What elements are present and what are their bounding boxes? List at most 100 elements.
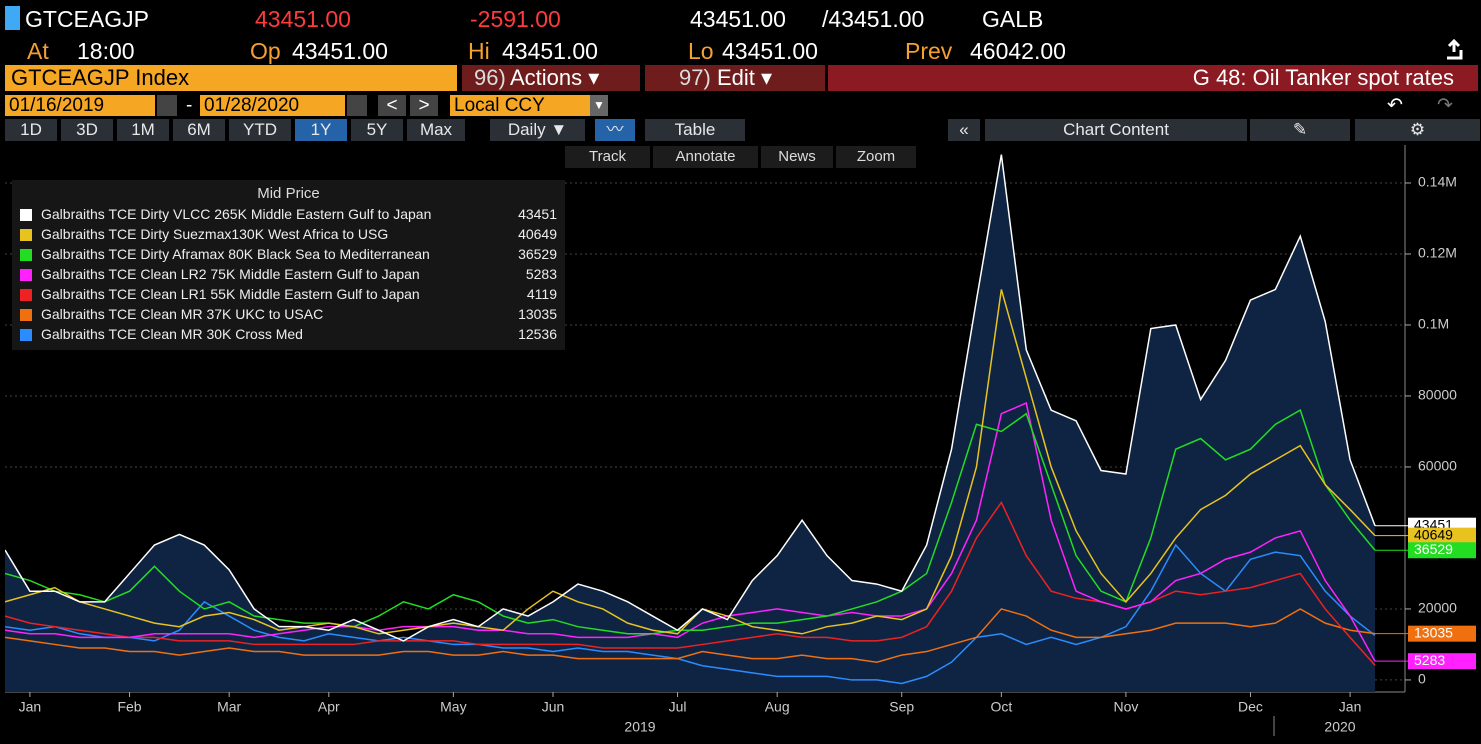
last-price: 43451.00 bbox=[255, 6, 351, 32]
calendar-icon[interactable] bbox=[347, 95, 367, 116]
chart-content[interactable]: Chart Content bbox=[985, 119, 1247, 141]
legend-value: 4119 bbox=[526, 286, 557, 302]
edit-menu[interactable]: 97) Edit ▾ bbox=[645, 65, 825, 91]
range-button[interactable]: 6M bbox=[173, 119, 225, 141]
chart-type[interactable]: 〰 bbox=[595, 119, 635, 141]
legend-label: Galbraiths TCE Clean LR2 75K Middle East… bbox=[41, 266, 420, 282]
value-badge bbox=[1408, 625, 1476, 642]
settings-icon[interactable]: ⚙ bbox=[1355, 119, 1480, 141]
start-date[interactable]: 01/16/2019 bbox=[5, 95, 155, 116]
plot-area bbox=[5, 154, 1405, 692]
end-date[interactable]: 01/28/2020 bbox=[200, 95, 345, 116]
menu-number: 97) bbox=[679, 65, 711, 90]
legend-value: 13035 bbox=[518, 306, 557, 322]
line bbox=[5, 289, 1376, 635]
security-field[interactable]: GTCEAGJP Index bbox=[5, 65, 457, 91]
actions-menu[interactable]: 96) Actions ▾ bbox=[462, 65, 640, 91]
value-badge-label: 13035 bbox=[1414, 624, 1453, 640]
legend-label: Galbraiths TCE Clean MR 37K UKC to USAC bbox=[41, 306, 324, 322]
next-button[interactable]: > bbox=[410, 95, 438, 116]
page-title: G 48: Oil Tanker spot rates bbox=[828, 65, 1478, 91]
value-badge-label: 36529 bbox=[1414, 541, 1453, 557]
y-tick-label: 0 bbox=[1418, 671, 1426, 687]
menu-label: Edit ▾ bbox=[717, 65, 773, 90]
legend-swatch bbox=[20, 269, 32, 281]
ticker-marker bbox=[5, 6, 20, 30]
x-tick-label: Dec bbox=[1238, 699, 1263, 715]
chart-tool[interactable]: News bbox=[761, 146, 833, 168]
chart-tool[interactable]: Zoom bbox=[836, 146, 916, 168]
legend-value: 43451 bbox=[518, 206, 557, 222]
value-badge bbox=[1408, 527, 1476, 544]
bid: 43451.00 bbox=[690, 6, 786, 32]
range-button[interactable]: YTD bbox=[229, 119, 291, 141]
line bbox=[5, 154, 1376, 642]
year-label: 2020 bbox=[1324, 719, 1355, 735]
menu-number: 96) bbox=[474, 65, 506, 90]
source: GALB bbox=[982, 6, 1044, 32]
undo[interactable]: ↶ bbox=[1387, 95, 1403, 116]
date-dash: - bbox=[186, 95, 193, 116]
chart-tool[interactable]: Annotate bbox=[653, 146, 758, 168]
chart-tool[interactable]: Track bbox=[565, 146, 650, 168]
ticker: GTCEAGJP bbox=[25, 6, 149, 32]
y-tick-label: 20000 bbox=[1418, 600, 1457, 616]
value-badge bbox=[1408, 653, 1476, 670]
redo[interactable]: ↷ bbox=[1437, 95, 1453, 116]
open-label: Op bbox=[250, 38, 281, 64]
legend-label: Galbraiths TCE Dirty VLCC 265K Middle Ea… bbox=[41, 206, 432, 222]
time: 18:00 bbox=[77, 38, 135, 64]
legend: Mid Price Galbraiths TCE Dirty VLCC 265K… bbox=[12, 180, 565, 350]
table-button[interactable]: Table bbox=[645, 119, 745, 141]
y-tick-label: 60000 bbox=[1418, 458, 1457, 474]
legend-swatch bbox=[20, 329, 32, 341]
currency[interactable]: Local CCY bbox=[450, 95, 590, 116]
y-tick-label: 0.1M bbox=[1418, 316, 1449, 332]
range-button[interactable]: 1D bbox=[5, 119, 57, 141]
legend-title: Mid Price bbox=[257, 185, 320, 202]
legend-value: 12536 bbox=[518, 326, 557, 342]
range-button[interactable]: 1M bbox=[117, 119, 169, 141]
ask: /43451.00 bbox=[822, 6, 925, 32]
prev: 46042.00 bbox=[970, 38, 1066, 64]
x-tick-label: Nov bbox=[1113, 699, 1138, 715]
legend-swatch bbox=[20, 249, 32, 261]
legend-label: Galbraiths TCE Clean MR 30K Cross Med bbox=[41, 326, 303, 342]
export-icon[interactable] bbox=[1443, 38, 1465, 60]
range-button[interactable]: 3D bbox=[61, 119, 113, 141]
legend-value: 40649 bbox=[518, 226, 557, 242]
x-tick-label: Feb bbox=[117, 699, 141, 715]
x-tick-label: Jul bbox=[669, 699, 687, 715]
x-tick-label: Apr bbox=[318, 699, 340, 715]
area bbox=[5, 154, 1375, 692]
year-label: 2019 bbox=[624, 719, 655, 735]
x-tick-label: Jun bbox=[542, 699, 565, 715]
line bbox=[5, 608, 1376, 663]
legend-swatch bbox=[20, 289, 32, 301]
edit-icon[interactable]: ✎ bbox=[1250, 119, 1350, 141]
value-badge-label: 40649 bbox=[1414, 526, 1453, 542]
legend-value: 5283 bbox=[525, 266, 557, 282]
prev-button[interactable]: < bbox=[378, 95, 406, 116]
x-tick-label: Oct bbox=[990, 699, 1012, 715]
range-button[interactable]: 5Y bbox=[351, 119, 403, 141]
frequency[interactable]: Daily ▼ bbox=[490, 119, 585, 141]
x-tick-label: Mar bbox=[217, 699, 241, 715]
y-tick-label: 0.12M bbox=[1418, 245, 1457, 261]
range-button[interactable]: Max bbox=[407, 119, 465, 141]
collapse-button[interactable]: « bbox=[948, 119, 980, 141]
y-tick-label: 80000 bbox=[1418, 387, 1457, 403]
calendar-icon[interactable] bbox=[157, 95, 177, 116]
y-tick-label: 0.14M bbox=[1418, 174, 1457, 190]
line bbox=[5, 409, 1376, 635]
x-tick-label: Aug bbox=[765, 699, 790, 715]
currency-dropdown[interactable]: ▼ bbox=[590, 95, 608, 116]
prev-label: Prev bbox=[905, 38, 953, 64]
high-label: Hi bbox=[468, 38, 490, 64]
open: 43451.00 bbox=[292, 38, 388, 64]
range-button[interactable]: 1Y bbox=[295, 119, 347, 141]
legend-value: 36529 bbox=[518, 246, 557, 262]
menu-label: Actions ▾ bbox=[510, 65, 600, 90]
legend-swatch bbox=[20, 309, 32, 321]
